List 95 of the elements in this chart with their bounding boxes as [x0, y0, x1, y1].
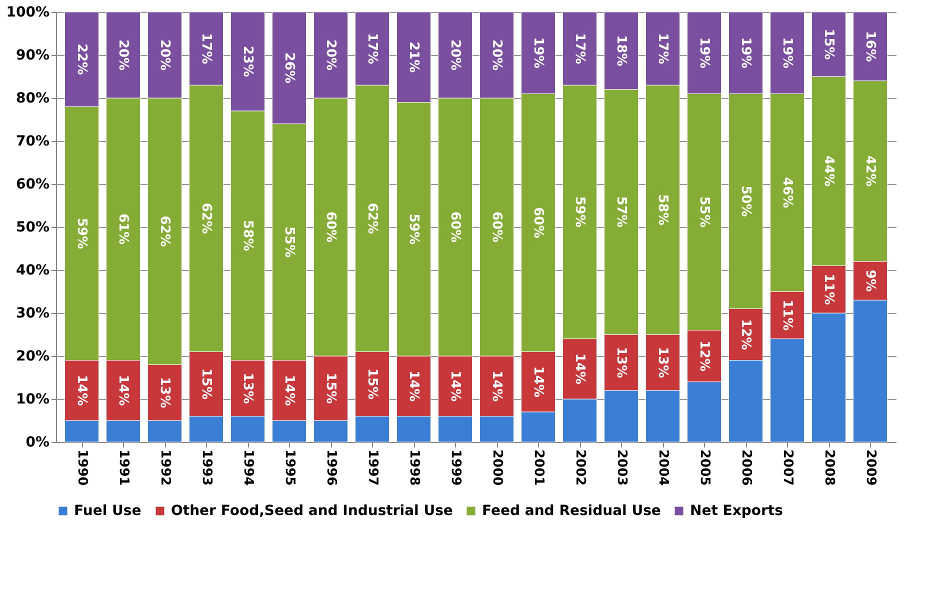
data-label: 55%: [281, 226, 296, 258]
data-label: 58%: [240, 220, 255, 252]
data-label: 14%: [74, 374, 89, 406]
data-label: 44%: [820, 156, 836, 187]
data-label: 50%: [738, 186, 753, 217]
data-label: 14%: [281, 374, 296, 406]
x-tick-label: 1996: [323, 450, 338, 486]
x-tick-label: 1991: [116, 450, 131, 486]
data-label: 13%: [654, 346, 670, 378]
data-label: 20%: [447, 39, 462, 71]
data-label: 17%: [198, 32, 214, 64]
data-label: 62%: [364, 202, 380, 234]
y-tick-label: 10%: [16, 392, 50, 408]
x-tick-label: 1999: [448, 450, 463, 486]
y-tick-label: 100%: [6, 4, 50, 20]
data-label: 14%: [488, 370, 504, 402]
legend-label: Feed and Residual Use: [482, 503, 661, 519]
data-label: 19%: [779, 37, 794, 68]
data-label: 59%: [572, 196, 587, 228]
data-label: 19%: [738, 37, 753, 68]
data-label: 13%: [156, 376, 172, 408]
data-label: 22%: [74, 44, 89, 75]
data-label: 15%: [322, 372, 338, 404]
data-label: 11%: [820, 274, 836, 305]
data-label: 13%: [613, 346, 628, 378]
x-tick-label: 1998: [406, 450, 422, 486]
x-tick-label: 2003: [614, 450, 629, 486]
data-label: 62%: [156, 216, 172, 247]
data-label: 14%: [447, 370, 462, 402]
x-tick-label: 1993: [198, 450, 214, 486]
data-label: 16%: [862, 30, 878, 62]
x-tick-label: 2007: [780, 450, 795, 486]
y-tick-label: 0%: [26, 434, 50, 450]
data-label: 20%: [156, 39, 172, 71]
data-label: 15%: [198, 368, 214, 400]
x-tick-label: 1995: [282, 450, 297, 486]
data-label: 42%: [862, 156, 878, 187]
data-label: 60%: [447, 211, 462, 243]
data-label: 61%: [115, 214, 130, 245]
data-label: 11%: [779, 300, 794, 331]
data-label: 60%: [488, 211, 504, 243]
data-label: 15%: [364, 368, 380, 400]
data-label: 60%: [530, 207, 546, 238]
data-label: 59%: [74, 218, 89, 250]
x-tick-label: 2009: [862, 450, 878, 486]
y-tick-label: 50%: [16, 220, 50, 236]
data-label: 58%: [654, 194, 670, 226]
x-tick-label: 2002: [572, 450, 588, 486]
data-label: 13%: [240, 372, 255, 404]
data-label: 59%: [406, 214, 421, 245]
x-tick-label: 1992: [157, 450, 172, 486]
data-label: 14%: [406, 370, 421, 402]
legend-label: Fuel Use: [74, 503, 142, 519]
y-tick-label: 30%: [16, 306, 50, 322]
y-tick-label: 80%: [16, 90, 50, 106]
data-label: 62%: [198, 202, 214, 234]
data-label: 57%: [613, 196, 628, 228]
x-tick-label: 2000: [489, 450, 504, 486]
data-label: 26%: [281, 52, 296, 84]
y-tick-label: 20%: [16, 348, 50, 364]
x-tick-label: 2008: [821, 450, 836, 486]
data-label: 19%: [696, 37, 712, 68]
x-tick-label: 1994: [240, 450, 256, 486]
data-label: 55%: [696, 196, 712, 228]
x-tick-label: 2004: [655, 450, 670, 486]
legend-label: Other Food,Seed and Industrial Use: [171, 503, 453, 519]
y-tick-label: 90%: [16, 48, 50, 64]
data-label: 15%: [820, 28, 836, 60]
legend-label: Net Exports: [690, 503, 783, 519]
data-label: 14%: [530, 366, 546, 398]
data-label: 46%: [779, 177, 794, 208]
y-tick-label: 70%: [16, 134, 50, 150]
data-label: 23%: [240, 46, 255, 78]
x-tick-label: 1990: [74, 450, 90, 486]
data-label: 12%: [738, 318, 753, 350]
data-label: 17%: [572, 32, 587, 64]
x-tick-label: 2006: [738, 450, 754, 486]
x-tick-label: 2001: [530, 450, 546, 486]
y-tick-label: 60%: [16, 176, 50, 192]
data-label: 60%: [322, 211, 338, 243]
data-label: 20%: [322, 39, 338, 71]
data-label: 9%: [862, 270, 878, 292]
data-label: 18%: [613, 35, 628, 66]
data-label: 17%: [364, 32, 380, 64]
y-tick-label: 40%: [16, 262, 50, 278]
x-tick-label: 1997: [364, 450, 380, 486]
data-label: 21%: [406, 42, 421, 73]
data-label: 20%: [115, 39, 130, 71]
data-label: 12%: [696, 340, 712, 372]
data-label: 20%: [488, 39, 504, 71]
data-label: 17%: [654, 32, 670, 64]
x-tick-label: 2005: [696, 450, 712, 486]
data-label: 14%: [572, 353, 587, 384]
data-label: 14%: [115, 374, 130, 406]
data-label: 19%: [530, 37, 546, 68]
